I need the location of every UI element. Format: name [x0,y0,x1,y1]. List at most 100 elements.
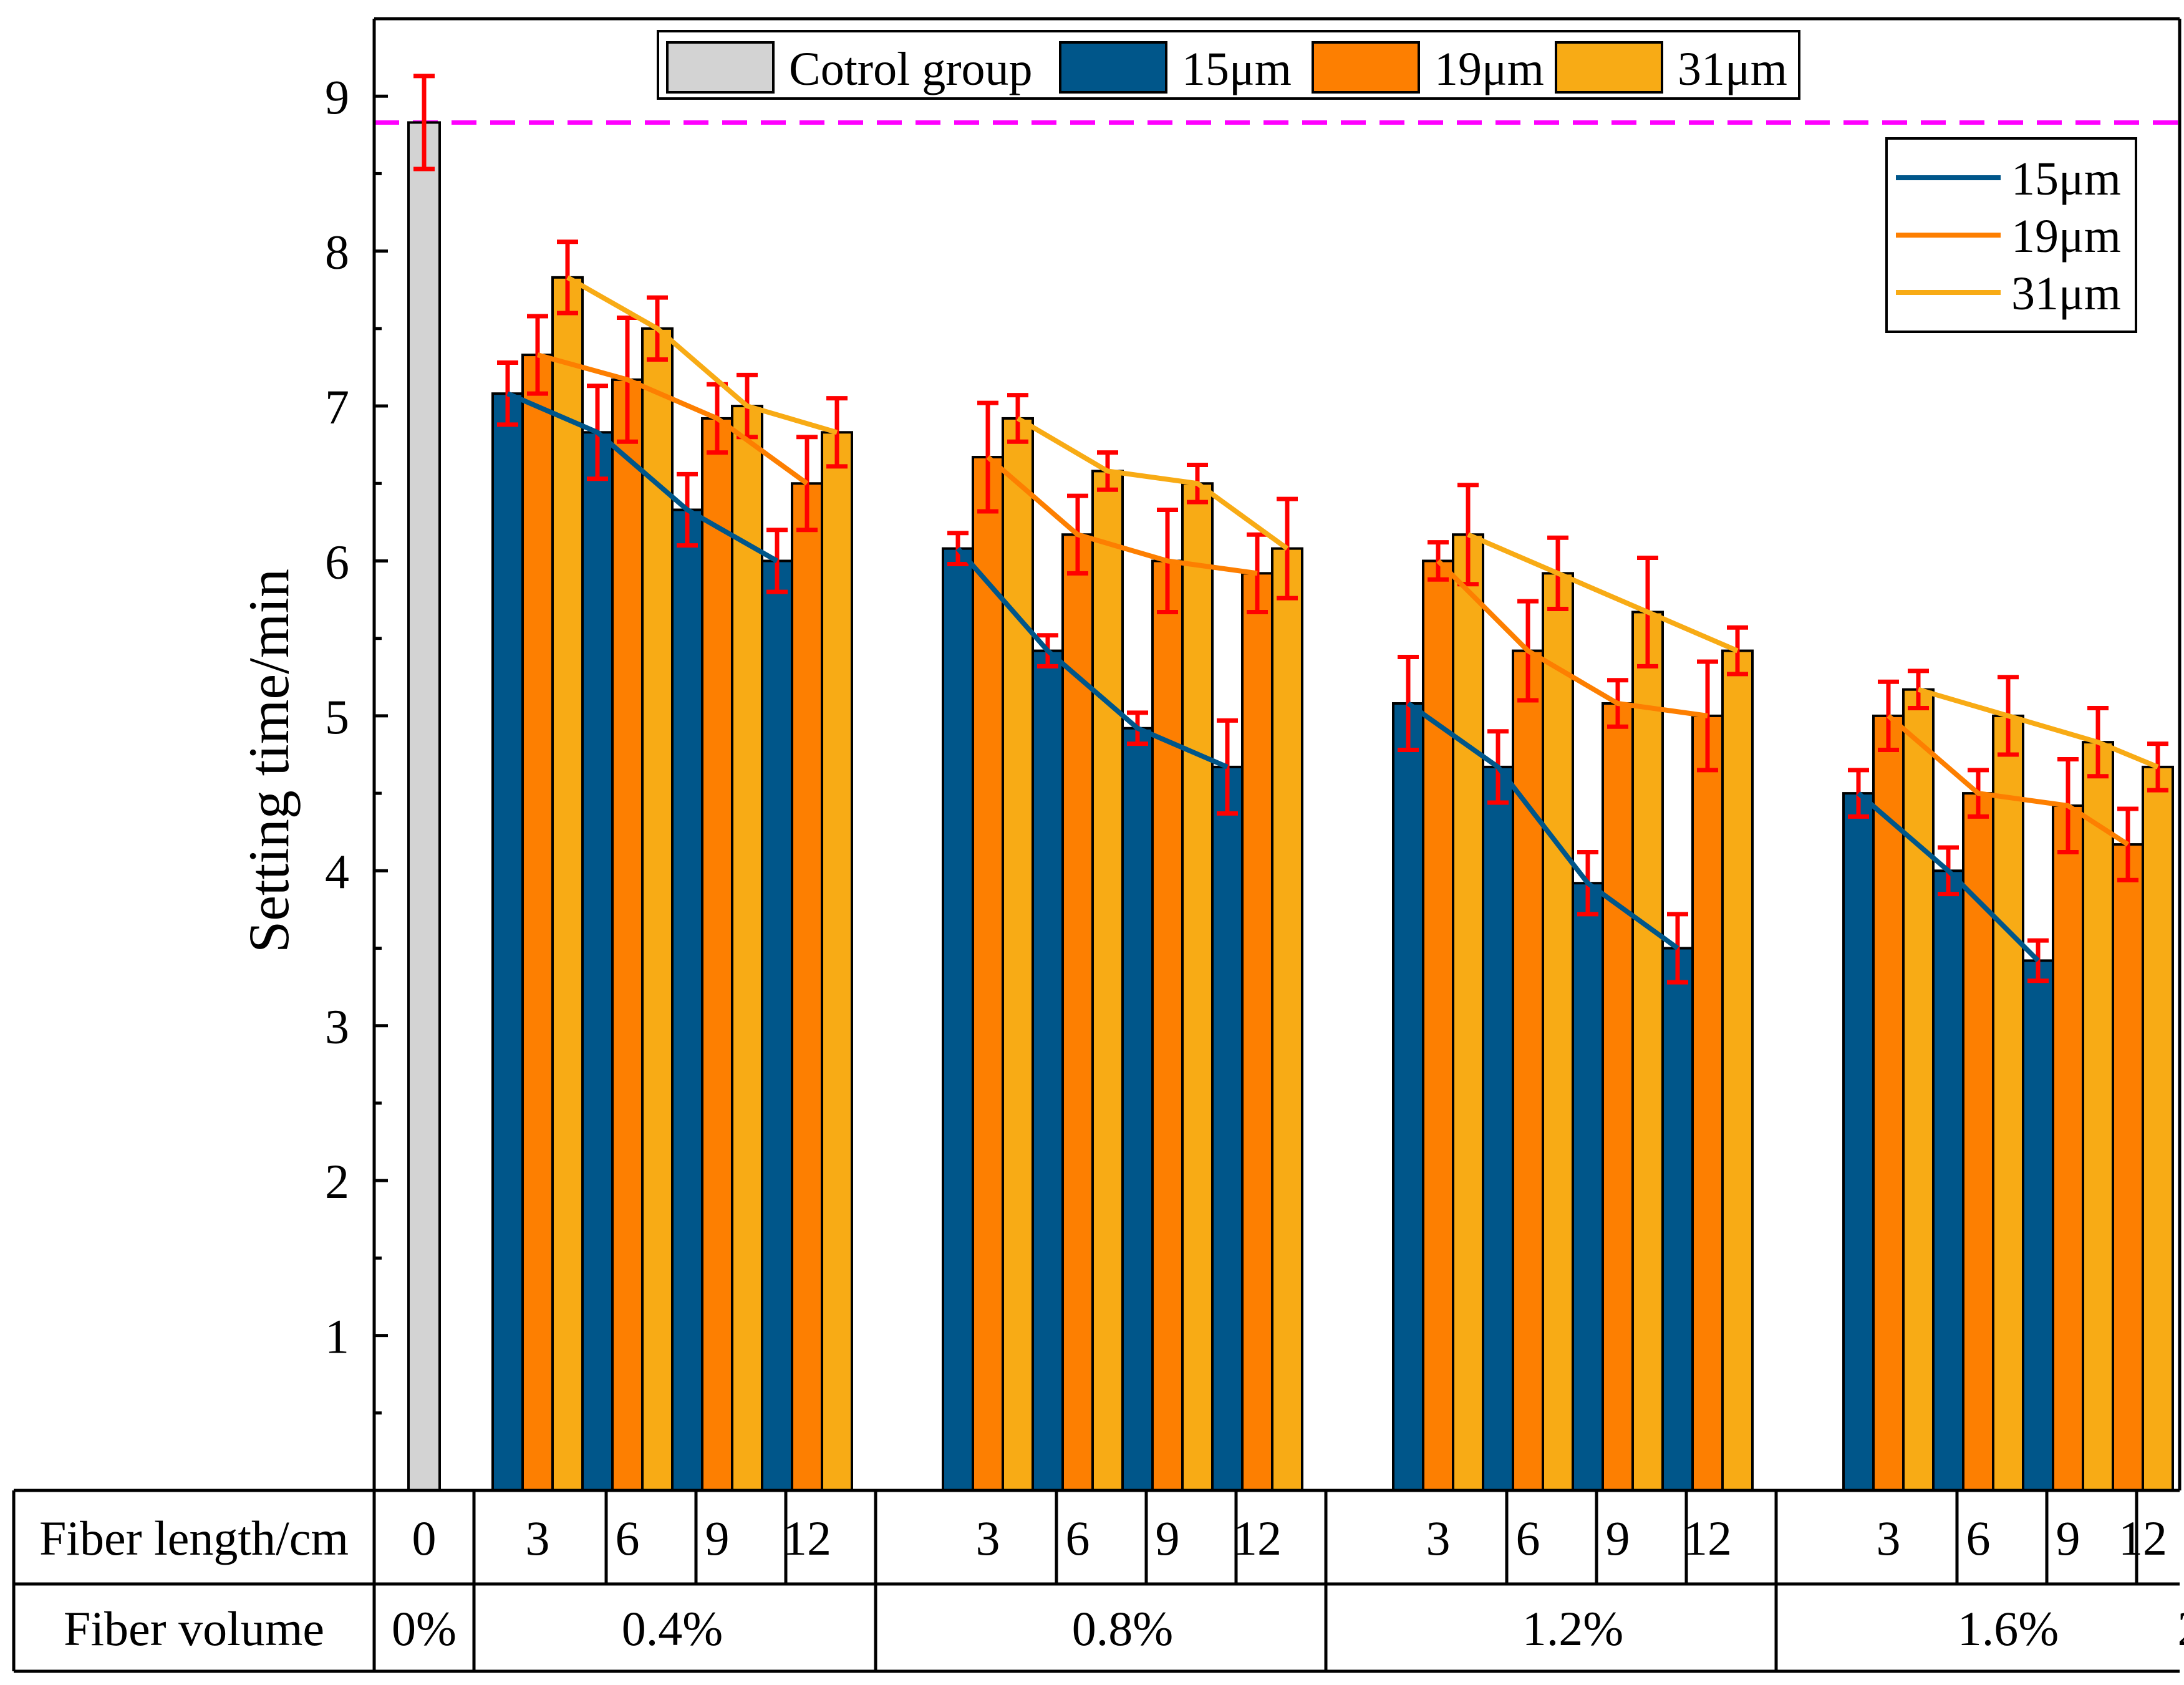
bar-31um-0_4pct-12cm [821,431,853,1492]
bar-31um-1_6pct-12cm [2142,765,2174,1492]
trend-line-15um-g1 [955,546,1229,770]
bar-19um-1_2pct-3cm [1422,559,1454,1492]
bar-31um-1_6pct-9cm [2082,741,2114,1492]
length-cell: 3 [1877,1511,1901,1565]
bar-19um-1_6pct-12cm [2112,843,2144,1492]
row-label-fiber-length: Fiber length/cm [39,1511,349,1565]
length-cell: 6 [1066,1511,1090,1565]
length-cell: 12 [2119,1511,2167,1565]
bar-31um-0_8pct-6cm [1091,470,1124,1492]
errorbar-31um-g1-l0 [1007,393,1028,444]
volume-cell: 1.6% [1958,1601,2059,1656]
y-tick-label: 2 [325,1154,349,1209]
bar-15um-1_6pct-9cm [2022,959,2054,1492]
bar-19um-1_2pct-9cm [1602,702,1634,1492]
bar-15um-0_8pct-9cm [1121,727,1154,1492]
bar-control [407,121,441,1492]
length-cell: 6 [1966,1511,1991,1565]
volume-cell: 2% [2178,1601,2184,1656]
y-tick-label: 8 [325,225,349,279]
bar-19um-0_8pct-3cm [972,456,1004,1492]
trend-line-31um-g3 [1917,687,2159,770]
y-tick-label: 3 [325,1000,349,1054]
length-cell: 9 [1606,1511,1630,1565]
y-axis-label: Setting time/min [237,569,301,953]
bar-15um-0_4pct-3cm [491,392,524,1492]
legend-swatch-1 [1059,41,1167,94]
bar-15um-0_4pct-12cm [761,559,793,1492]
bar-15um-1_6pct-3cm [1842,792,1875,1492]
line-legend-label-1: 19μm [2011,210,2121,263]
bar-19um-1_2pct-6cm [1512,649,1544,1492]
trend-line-15um-g0 [506,391,778,563]
trend-line-19um-g3 [1887,713,2130,847]
line-legend-label-0: 15μm [2011,153,2121,205]
length-cell: 0 [412,1511,437,1565]
bar-19um-1_2pct-12cm [1691,714,1724,1492]
length-cell: 3 [526,1511,550,1565]
legend-swatch-3 [1555,41,1663,94]
errorbar-15um-g1-l3 [1217,718,1238,816]
length-cell: 9 [2056,1511,2080,1565]
bar-19um-0_8pct-12cm [1241,572,1273,1492]
length-cell: 3 [1426,1511,1451,1565]
legend-label-3: 31μm [1678,43,1787,95]
bar-19um-0_4pct-3cm [521,354,554,1492]
bar-15um-0_4pct-9cm [671,508,703,1492]
bar-19um-0_4pct-6cm [611,378,644,1492]
bar-31um-1_6pct-3cm [1902,688,1935,1492]
bar-31um-0_8pct-12cm [1271,547,1303,1492]
bar-19um-1_6pct-3cm [1872,714,1905,1492]
length-cell: 12 [1683,1511,1732,1565]
volume-cell: 0% [392,1601,457,1656]
y-tick-label: 5 [325,690,349,744]
bar-31um-0_4pct-3cm [551,276,584,1492]
bar-31um-1_6pct-6cm [1992,714,2024,1492]
legend-swatch-0 [666,41,775,94]
trend-line-19um-g0 [536,352,809,486]
volume-cell: 0.4% [622,1601,723,1656]
bar-31um-1_2pct-9cm [1631,611,1664,1492]
length-cell: 6 [616,1511,640,1565]
length-cell: 12 [1233,1511,1282,1565]
length-cell: 6 [1516,1511,1540,1565]
bar-31um-1_2pct-6cm [1542,572,1574,1492]
volume-cell: 1.2% [1522,1601,1623,1656]
y-tick-label: 1 [325,1310,349,1364]
errorbar-control [413,74,435,171]
y-tick-label: 6 [325,534,349,589]
legend-label-1: 15μm [1182,43,1292,95]
y-tick-label: 9 [325,70,349,124]
bar-15um-1_2pct-6cm [1482,765,1514,1492]
volume-cell: 0.8% [1072,1601,1173,1656]
trend-line-15um-g2 [1406,701,1679,950]
trend-line-15um-g3 [1857,791,2040,963]
bar-legend: Cotrol group 15μm 19μm 31μm [657,30,1800,100]
y-tick-label: 7 [325,380,349,434]
bar-15um-1_2pct-3cm [1392,702,1424,1492]
bar-15um-1_2pct-9cm [1572,882,1604,1492]
bar-15um-0_4pct-6cm [581,431,614,1492]
bar-31um-0_4pct-9cm [731,405,763,1492]
bar-31um-1_2pct-12cm [1721,649,1754,1492]
length-cell: 12 [783,1511,831,1565]
line-legend-label-2: 31μm [2011,268,2121,320]
bar-19um-1_6pct-9cm [2052,804,2084,1492]
trend-line-19um-g1 [986,455,1258,576]
length-cell: 9 [705,1511,730,1565]
bar-31um-1_2pct-3cm [1452,533,1484,1492]
bar-15um-0_8pct-12cm [1211,765,1244,1492]
plot-area [374,74,2180,1492]
category-table: Fiber length/cm Fiber volume 0 0% 3 6 9 12 3 6 9 12… [12,1489,2184,1673]
bar-31um-0_8pct-3cm [1002,417,1034,1492]
legend-swatch-2 [1312,41,1420,94]
y-tick-label: 4 [325,844,349,899]
bar-15um-0_8pct-3cm [942,547,974,1492]
bar-15um-1_6pct-6cm [1932,869,1964,1492]
bar-19um-0_8pct-9cm [1151,559,1184,1492]
length-cell: 9 [1156,1511,1180,1565]
bar-15um-1_2pct-12cm [1661,947,1694,1492]
trend-line-19um-g2 [1436,559,1708,718]
